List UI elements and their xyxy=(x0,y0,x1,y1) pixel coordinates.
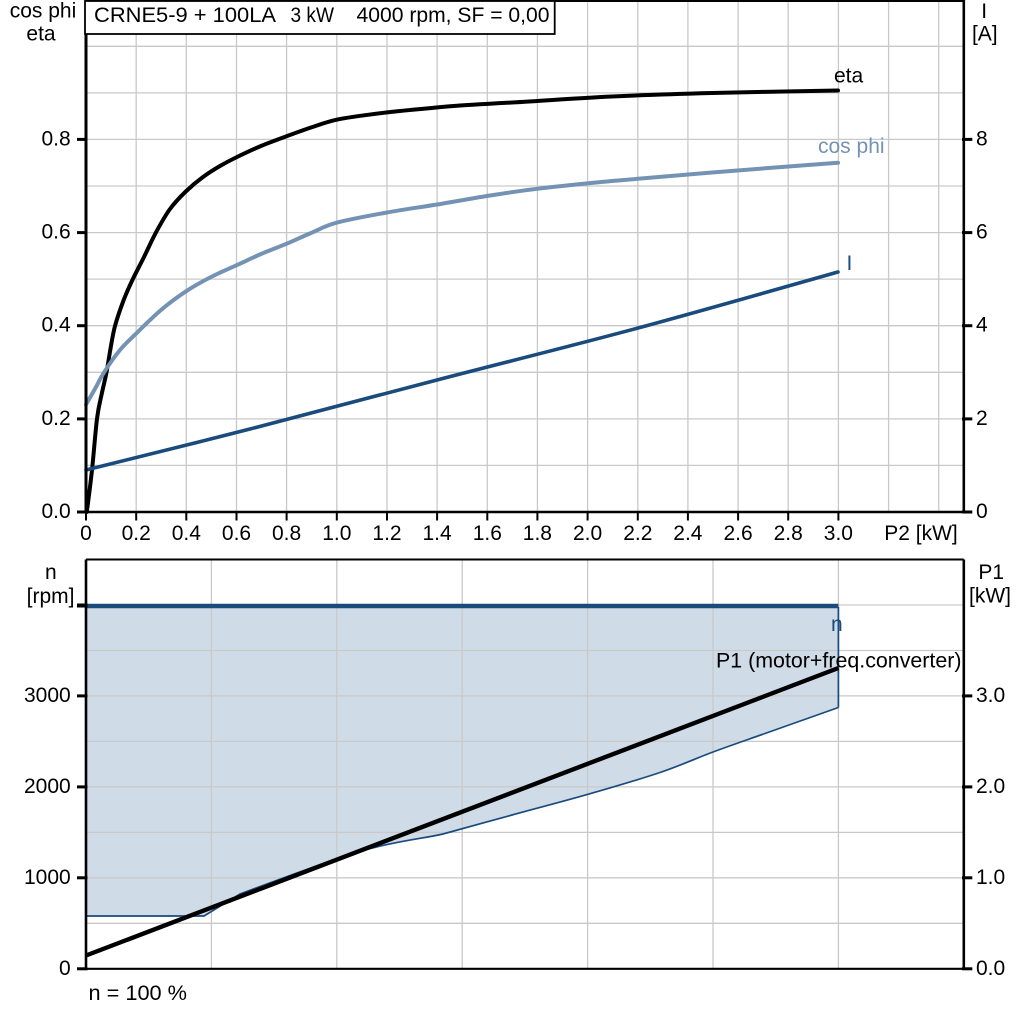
svg-text:2.8: 2.8 xyxy=(774,522,803,545)
svg-text:[kW]: [kW] xyxy=(969,585,1011,608)
svg-text:1.0: 1.0 xyxy=(976,866,1005,889)
svg-text:cos phi: cos phi xyxy=(818,135,885,158)
svg-text:0.4: 0.4 xyxy=(172,522,202,545)
svg-text:1.4: 1.4 xyxy=(422,522,452,545)
svg-text:0.6: 0.6 xyxy=(222,522,251,545)
svg-text:0.8: 0.8 xyxy=(272,522,301,545)
svg-text:0.0: 0.0 xyxy=(976,957,1005,980)
svg-text:2: 2 xyxy=(976,407,988,430)
svg-text:0.4: 0.4 xyxy=(41,314,71,337)
svg-text:0.0: 0.0 xyxy=(41,500,70,523)
svg-text:eta: eta xyxy=(26,23,56,46)
svg-text:n: n xyxy=(831,613,843,636)
svg-text:0.8: 0.8 xyxy=(41,127,70,150)
svg-text:2.2: 2.2 xyxy=(623,522,652,545)
svg-text:P1 (motor+freq.converter): P1 (motor+freq.converter) xyxy=(716,650,962,673)
svg-text:cos phi: cos phi xyxy=(10,0,77,22)
svg-text:3.0: 3.0 xyxy=(976,684,1005,707)
svg-text:P1: P1 xyxy=(978,561,1004,584)
svg-text:0.2: 0.2 xyxy=(122,522,151,545)
svg-text:2000: 2000 xyxy=(24,775,71,798)
svg-text:n: n xyxy=(45,561,57,584)
svg-text:0: 0 xyxy=(976,500,988,523)
svg-text:I: I xyxy=(847,252,853,275)
svg-text:I: I xyxy=(981,0,987,23)
svg-text:1.0: 1.0 xyxy=(322,522,351,545)
svg-text:2.6: 2.6 xyxy=(723,522,752,545)
svg-text:4: 4 xyxy=(976,314,988,337)
svg-text:1.2: 1.2 xyxy=(372,522,401,545)
svg-text:8: 8 xyxy=(976,127,988,150)
svg-text:2.0: 2.0 xyxy=(573,522,602,545)
svg-text:6: 6 xyxy=(976,221,988,244)
svg-text:0: 0 xyxy=(80,522,92,545)
svg-text:2.4: 2.4 xyxy=(673,522,703,545)
svg-text:0.2: 0.2 xyxy=(41,407,70,430)
svg-text:n = 100 %: n = 100 % xyxy=(89,982,188,1005)
svg-text:0: 0 xyxy=(59,957,71,980)
svg-text:1000: 1000 xyxy=(24,866,71,889)
svg-text:3.0: 3.0 xyxy=(824,522,853,545)
svg-text:0.6: 0.6 xyxy=(41,221,70,244)
svg-text:P2 [kW]: P2 [kW] xyxy=(884,522,958,545)
svg-text:[A]: [A] xyxy=(972,22,998,45)
svg-text:2.0: 2.0 xyxy=(976,775,1005,798)
svg-text:[rpm]: [rpm] xyxy=(27,585,75,608)
svg-text:1.6: 1.6 xyxy=(473,522,502,545)
svg-text:eta: eta xyxy=(834,65,864,88)
svg-text:3000: 3000 xyxy=(24,684,71,707)
svg-text:1.8: 1.8 xyxy=(523,522,552,545)
